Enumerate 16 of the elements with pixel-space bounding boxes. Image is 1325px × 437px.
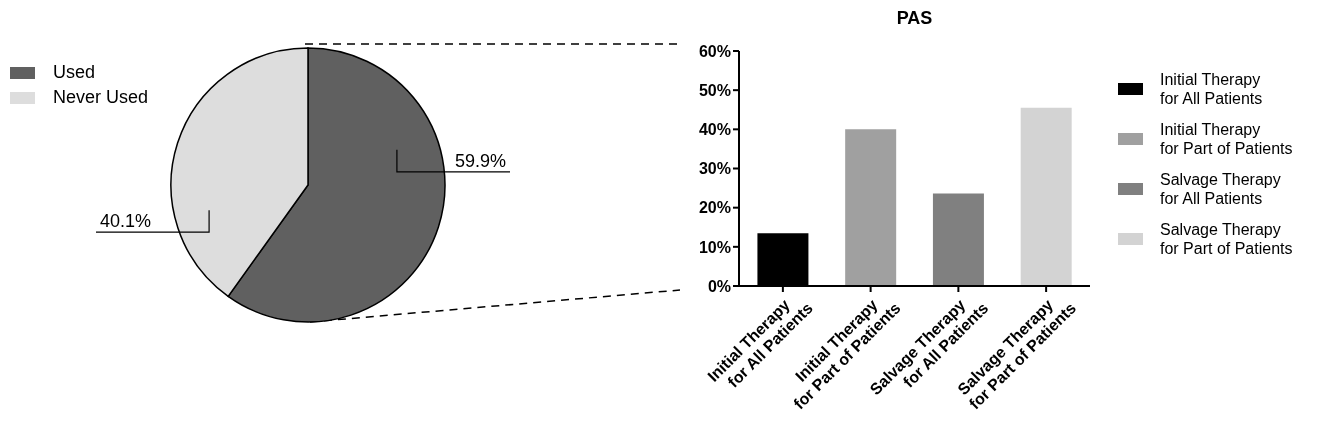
legend-label: Salvage Therapy for All Patients — [1160, 170, 1281, 208]
data-label: 40.1% — [100, 211, 152, 232]
legend-label: Never Used — [53, 87, 149, 108]
y-tick-label: 20% — [698, 199, 731, 217]
y-tick-label: 30% — [698, 160, 731, 178]
chart-title: PAS — [895, 8, 934, 29]
data-label: 59.9% — [454, 150, 506, 171]
legend-label: Used — [53, 62, 96, 83]
legend-label: Initial Therapy for All Patients — [1160, 70, 1263, 108]
y-tick-label: 10% — [698, 238, 731, 256]
legend-label: Initial Therapy for Part of Patients — [1160, 120, 1293, 158]
y-tick-label: 0% — [707, 277, 731, 295]
legend-label: Salvage Therapy for Part of Patients — [1160, 220, 1293, 258]
y-tick-label: 40% — [698, 121, 731, 139]
y-tick-label: 60% — [698, 42, 731, 60]
y-tick-label: 50% — [698, 81, 731, 99]
